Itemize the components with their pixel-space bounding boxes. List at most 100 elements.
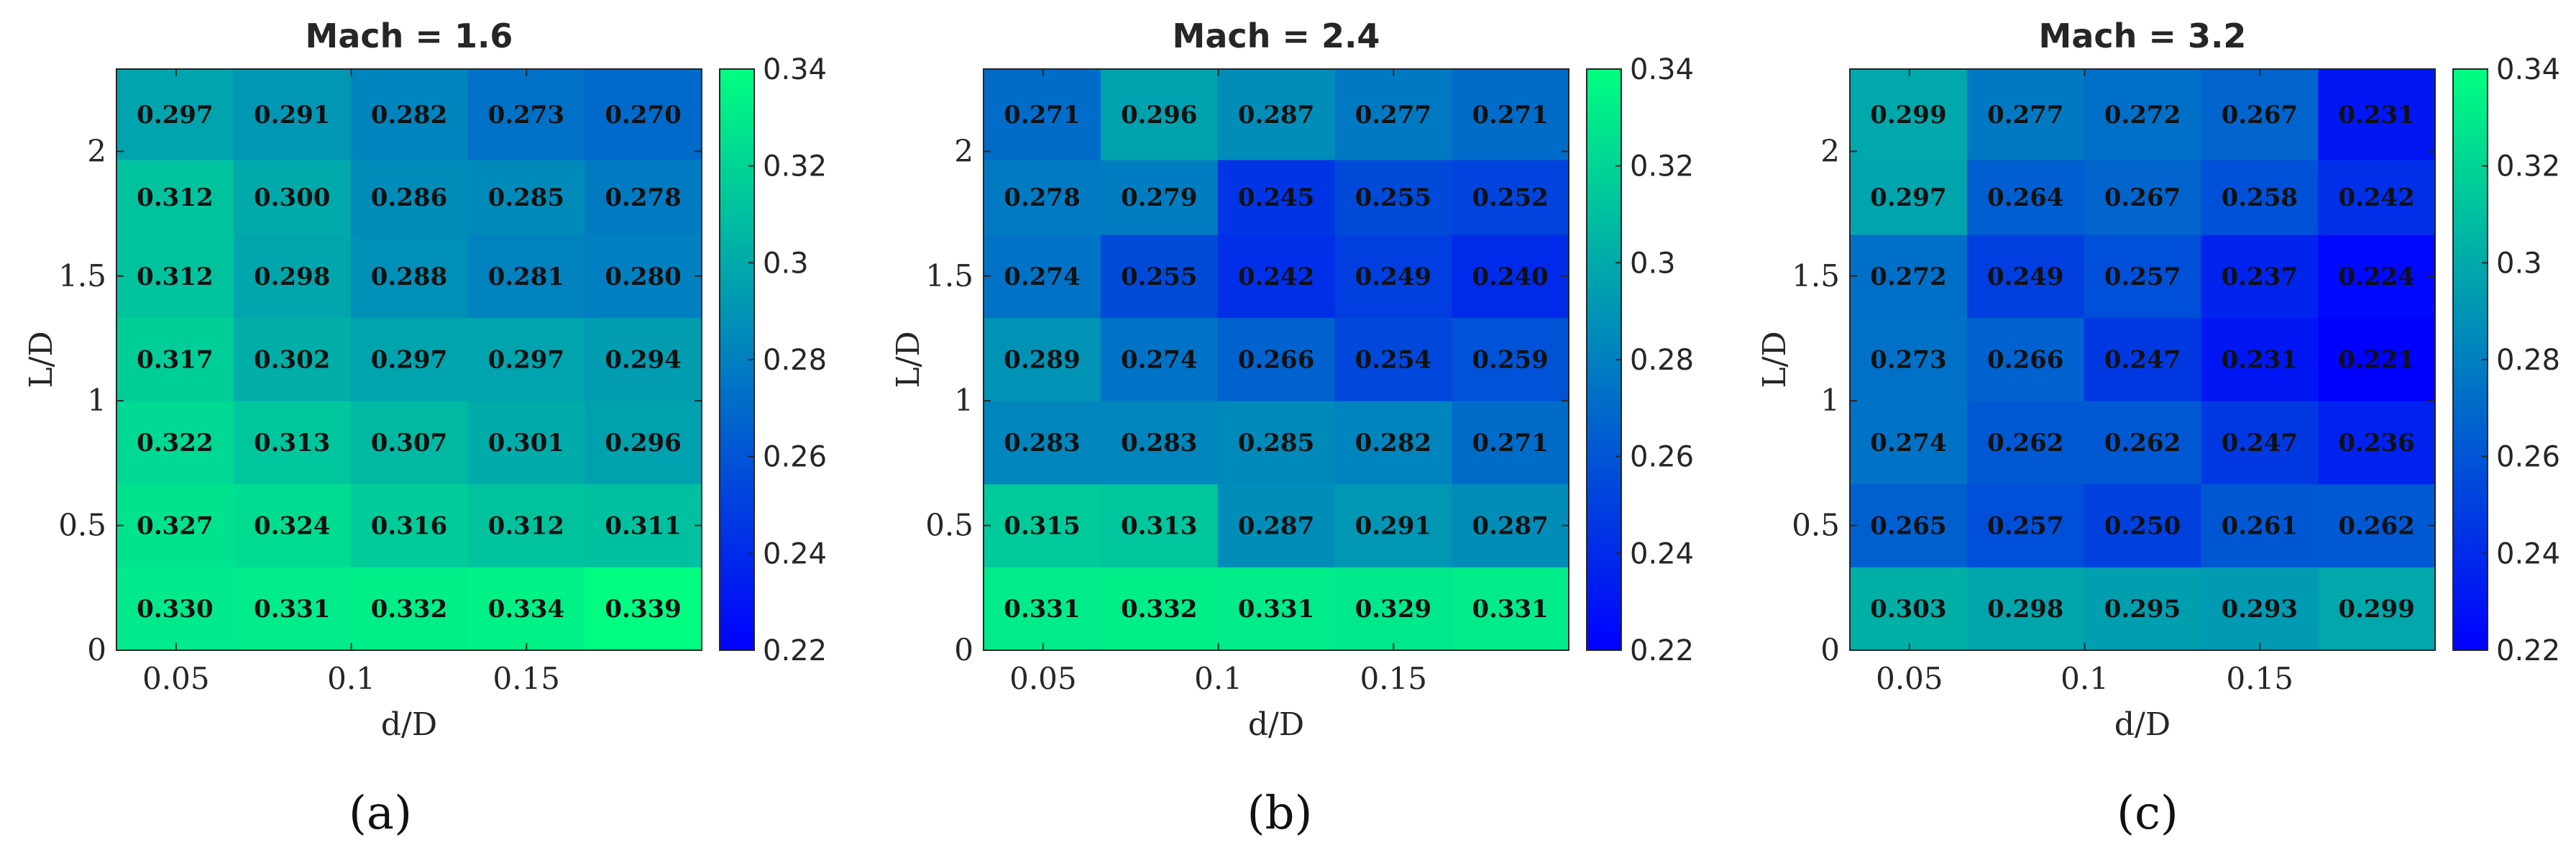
cell-value-label: 0.332 <box>1121 595 1197 624</box>
heatmap-cell <box>1966 160 2085 235</box>
heatmap-cell <box>2201 567 2319 651</box>
panel-label: (c) <box>2117 787 2178 840</box>
cell-value-label: 0.249 <box>1355 263 1431 291</box>
colorbar: 0.22 0.24 0.26 0.28 0.3 0.32 0.34 <box>1586 53 1694 667</box>
heatmap-cell <box>2084 69 2201 160</box>
heatmap-cell <box>1217 483 1335 567</box>
heatmap-cell <box>1100 69 1219 160</box>
heatmap-cell <box>350 483 468 567</box>
x-tick-label: 0.1 <box>2061 661 2109 696</box>
cell-value-label: 0.332 <box>371 595 447 624</box>
y-tick-label: 1.5 <box>925 258 973 293</box>
heatmap-cell <box>585 234 702 319</box>
heatmap-cell <box>233 234 352 319</box>
colorbar-tick-label: 0.26 <box>1630 441 1694 474</box>
cell-value-label: 0.281 <box>488 263 564 291</box>
cell-value-label: 0.261 <box>2222 512 2298 541</box>
plot-frame <box>1849 68 2436 651</box>
cell-value-label: 0.278 <box>1004 183 1080 212</box>
panel-label: (b) <box>1247 787 1313 840</box>
cell-value-label: 0.279 <box>1121 183 1197 212</box>
heatmap-cell <box>116 317 234 401</box>
chart-title: Mach = 2.4 <box>1173 17 1380 55</box>
colorbar: 0.22 0.24 0.26 0.28 0.3 0.32 0.34 <box>2452 53 2560 667</box>
cell-value-label: 0.297 <box>137 101 213 129</box>
colorbar-tick-label: 0.22 <box>1630 634 1694 667</box>
heatmap-panel-3: 0.303 0.298 0.295 0.293 0.299 0.265 0.257 0.250… <box>1756 17 2560 840</box>
y-axis-label: L/D <box>890 331 927 388</box>
heatmap-cell <box>1452 234 1569 319</box>
heatmap-cell <box>116 234 234 319</box>
heatmap-cell <box>984 401 1101 485</box>
colorbar-tick-label: 0.24 <box>1630 537 1694 570</box>
cell-value-label: 0.296 <box>1121 101 1197 129</box>
heatmap-cell <box>1217 317 1335 401</box>
cell-value-label: 0.257 <box>2104 263 2181 291</box>
heatmap-cell <box>585 401 702 485</box>
heatmap-cell <box>1966 234 2085 319</box>
heatmap-panel-1: 0.330 0.331 0.332 0.334 0.339 0.327 0.324 0.316… <box>23 17 827 840</box>
y-tick-label: 1 <box>954 383 973 418</box>
x-tick-label: 0.15 <box>1360 661 1428 696</box>
heatmap-cell <box>2201 234 2319 319</box>
heatmap-cell <box>585 483 702 567</box>
cell-value-label: 0.266 <box>1987 345 2063 374</box>
cell-value-label: 0.287 <box>1238 512 1314 541</box>
heatmap-cell <box>467 567 585 651</box>
cell-value-label: 0.313 <box>1121 512 1197 541</box>
heatmap-cell <box>1452 160 1569 235</box>
y-tick-label: 1 <box>1820 383 1840 418</box>
cell-value-label: 0.287 <box>1238 101 1314 129</box>
heatmap-cell <box>233 317 352 401</box>
cell-value-label: 0.262 <box>2338 512 2414 541</box>
cell-value-label: 0.285 <box>1238 429 1314 457</box>
y-tick-label: 0.5 <box>58 508 106 543</box>
cell-value-label: 0.307 <box>371 429 447 457</box>
heatmap-cell <box>585 567 702 651</box>
cell-value-label: 0.303 <box>1870 595 1946 624</box>
cell-value-label: 0.282 <box>1355 429 1431 457</box>
cell-value-label: 0.271 <box>1004 101 1080 129</box>
heatmap-cell <box>1100 401 1219 485</box>
colorbar-tick-label: 0.28 <box>2496 344 2560 377</box>
heatmap-cell <box>1334 483 1452 567</box>
panel-label: (a) <box>349 787 412 840</box>
heatmap-cell <box>116 160 234 235</box>
cell-value-label: 0.330 <box>137 595 213 624</box>
cell-value-label: 0.295 <box>2104 595 2181 624</box>
cell-value-label: 0.236 <box>2338 429 2414 457</box>
cell-value-label: 0.294 <box>605 345 681 374</box>
heatmap-cell <box>350 567 468 651</box>
chart-title: Mach = 3.2 <box>2039 17 2247 55</box>
cell-value-label: 0.231 <box>2222 345 2298 374</box>
cell-value-label: 0.242 <box>1238 263 1314 291</box>
heatmap-cell <box>1100 567 1219 651</box>
cell-value-label: 0.254 <box>1355 345 1431 374</box>
heatmap-cell <box>984 160 1101 235</box>
x-axis-label: d/D <box>2114 706 2171 743</box>
colorbar-tick-label: 0.32 <box>1630 150 1694 183</box>
heatmap-cell <box>2084 401 2201 485</box>
y-tick-label: 1 <box>87 383 106 418</box>
cell-value-label: 0.297 <box>371 345 447 374</box>
cell-value-label: 0.299 <box>1870 101 1946 129</box>
cell-value-label: 0.282 <box>371 101 447 129</box>
heatmap-cell <box>2084 160 2201 235</box>
heatmap-cell <box>2084 234 2201 319</box>
heatmap-cell <box>2201 483 2319 567</box>
cell-value-label: 0.296 <box>605 429 681 457</box>
colorbar-tick-label: 0.22 <box>2496 634 2560 667</box>
colorbar-tick-label: 0.22 <box>763 634 827 667</box>
heatmap-cell <box>1217 69 1335 160</box>
cell-value-label: 0.297 <box>1870 183 1946 212</box>
heatmap-cell <box>2084 567 2201 651</box>
cell-value-label: 0.262 <box>1987 429 2063 457</box>
cell-value-label: 0.277 <box>1987 101 2063 129</box>
heatmap-cell <box>1966 69 2085 160</box>
cell-value-label: 0.313 <box>254 429 330 457</box>
heatmap-cell <box>2318 401 2436 485</box>
y-axis-label: L/D <box>23 331 60 388</box>
heatmap-cell <box>1966 401 2085 485</box>
heatmap-cell <box>984 567 1101 651</box>
